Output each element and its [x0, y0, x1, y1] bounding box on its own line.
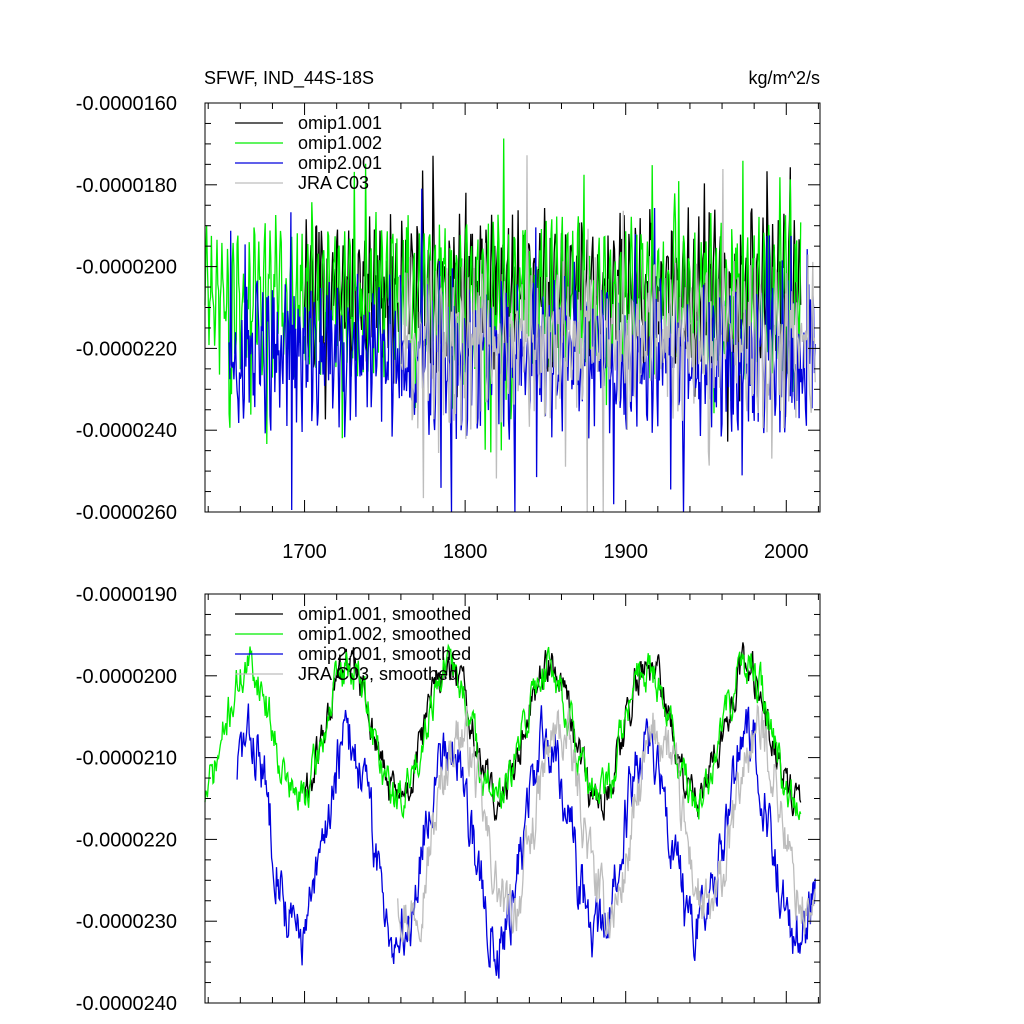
series-line-omip1_002 — [204, 643, 802, 821]
x-tick-label: 2000 — [764, 541, 809, 563]
legend-label: omip1.002, smoothed — [298, 624, 471, 644]
title-left: SFWF, IND_44S-18S — [204, 68, 374, 89]
series-line-omip1_001 — [303, 642, 802, 821]
legend-label: omip1.002 — [298, 133, 382, 153]
y-tick-label: -0.0000190 — [76, 584, 177, 606]
y-tick-label: -0.0000180 — [76, 175, 177, 197]
series-line-jra_c03 — [397, 155, 816, 513]
legend-label: omip1.001 — [298, 113, 382, 133]
smoothed-panel: -0.0000190 -0.0000200 -0.0000210 -0.0000220… — [76, 584, 821, 1015]
y-tick-label: -0.0000220 — [76, 829, 177, 851]
series-line-omip2_001 — [236, 703, 816, 979]
x-tick-label: 1800 — [443, 541, 488, 563]
y-tick-label: -0.0000240 — [76, 420, 177, 442]
x-tick-label: 1700 — [282, 541, 327, 563]
legend-label: JRA C03 — [298, 173, 369, 193]
y-tick-label: -0.0000200 — [76, 257, 177, 279]
legend-label: JRA C03, smoothed — [298, 664, 458, 684]
y-tick-label: -0.0000200 — [76, 666, 177, 688]
y-tick-label: -0.0000230 — [76, 911, 177, 933]
legend-label: omip1.001, smoothed — [298, 604, 471, 624]
legend-label: omip2.001, smoothed — [298, 644, 471, 664]
y-tick-label: -0.0000260 — [76, 502, 177, 524]
y-tick-label: -0.0000210 — [76, 748, 177, 770]
x-tick-label: 1900 — [603, 541, 648, 563]
series-lines — [204, 138, 816, 513]
legend-label: omip2.001 — [298, 153, 382, 173]
series-lines — [204, 642, 816, 979]
series-line-jra_c03 — [397, 703, 816, 943]
y-tick-label: -0.0000160 — [76, 93, 177, 115]
annual-panel: -0.0000160 -0.0000180 -0.0000200 -0.0000220… — [76, 93, 821, 563]
y-tick-label: -0.0000220 — [76, 338, 177, 360]
title-right: kg/m^2/s — [749, 68, 820, 88]
y-tick-label: -0.0000240 — [76, 993, 177, 1015]
